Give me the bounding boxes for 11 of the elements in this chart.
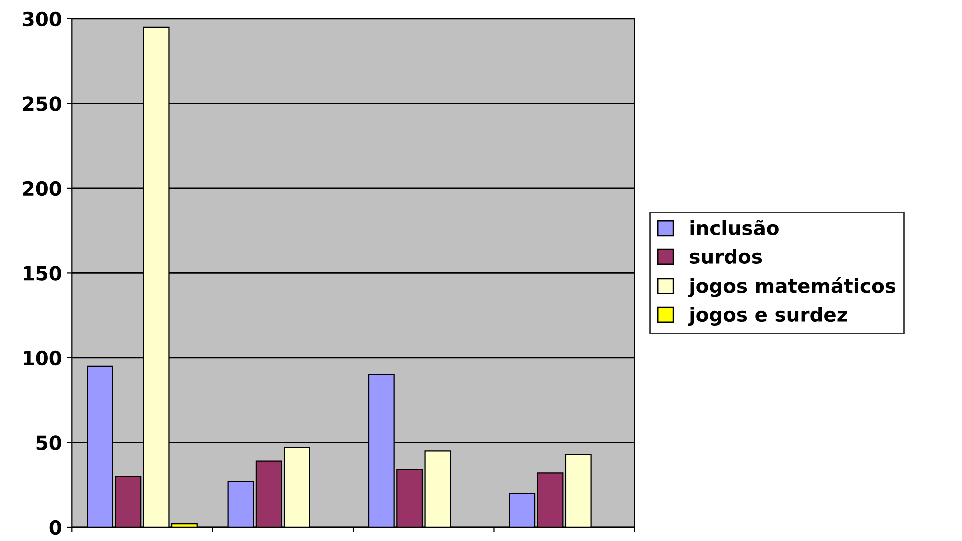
y-tick-label: 100 xyxy=(24,350,62,366)
y-tick-label: 0 xyxy=(50,520,62,536)
legend-label: jogos e surdez xyxy=(688,306,848,326)
y-tick-label: 200 xyxy=(23,181,62,196)
y-tick-label: 150 xyxy=(24,266,62,281)
y-tick-label: 300 xyxy=(23,12,62,27)
legend-label: jogos matemáticos xyxy=(688,278,896,298)
legend-label: inclusão xyxy=(690,220,779,236)
legend-label: surdos xyxy=(690,248,762,264)
y-tick-label: 50 xyxy=(36,436,62,450)
y-tick-label: 250 xyxy=(23,96,62,112)
